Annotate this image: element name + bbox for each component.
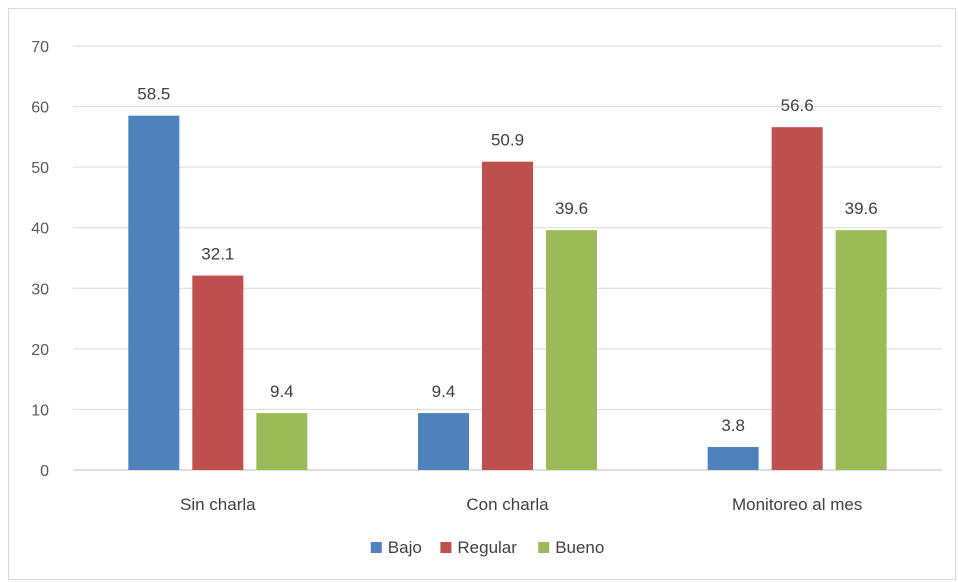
legend-label: Bajo: [388, 538, 422, 557]
legend-swatch-bueno: [538, 542, 550, 553]
data-label: 58.5: [137, 85, 170, 104]
y-tick-label: 50: [31, 160, 49, 177]
bar-bajo: [707, 446, 759, 470]
data-label: 9.4: [270, 382, 294, 401]
bar-regular: [192, 275, 244, 470]
data-label: 50.9: [491, 131, 524, 150]
bar-bajo: [128, 115, 180, 471]
legend-swatch-regular: [440, 542, 452, 553]
y-tick-label: 60: [31, 100, 49, 117]
bar-bajo: [418, 413, 469, 470]
legend-label: Regular: [457, 538, 517, 557]
bar-regular: [771, 127, 823, 470]
data-label: 3.8: [721, 416, 745, 435]
data-label: 39.6: [555, 199, 588, 218]
data-label: 32.1: [201, 245, 234, 264]
data-label: 9.4: [432, 382, 456, 401]
y-tick-label: 0: [40, 463, 49, 480]
y-tick-label: 30: [31, 281, 49, 298]
y-tick-label: 40: [31, 221, 49, 238]
y-tick-label: 10: [31, 402, 49, 419]
bar-bueno: [835, 230, 887, 470]
data-label: 39.6: [845, 199, 878, 218]
bar-bueno: [546, 230, 597, 470]
bar-regular: [482, 161, 533, 471]
category-label: Monitoreo al mes: [732, 495, 862, 514]
bar-bueno: [256, 413, 308, 470]
y-tick-label: 70: [31, 39, 49, 56]
legend-swatch-bajo: [370, 542, 382, 553]
y-tick-label: 20: [31, 342, 49, 359]
category-label: Sin charla: [180, 495, 256, 514]
data-label: 56.6: [781, 96, 814, 115]
legend-label: Bueno: [555, 538, 604, 557]
category-label: Con charla: [466, 495, 549, 514]
